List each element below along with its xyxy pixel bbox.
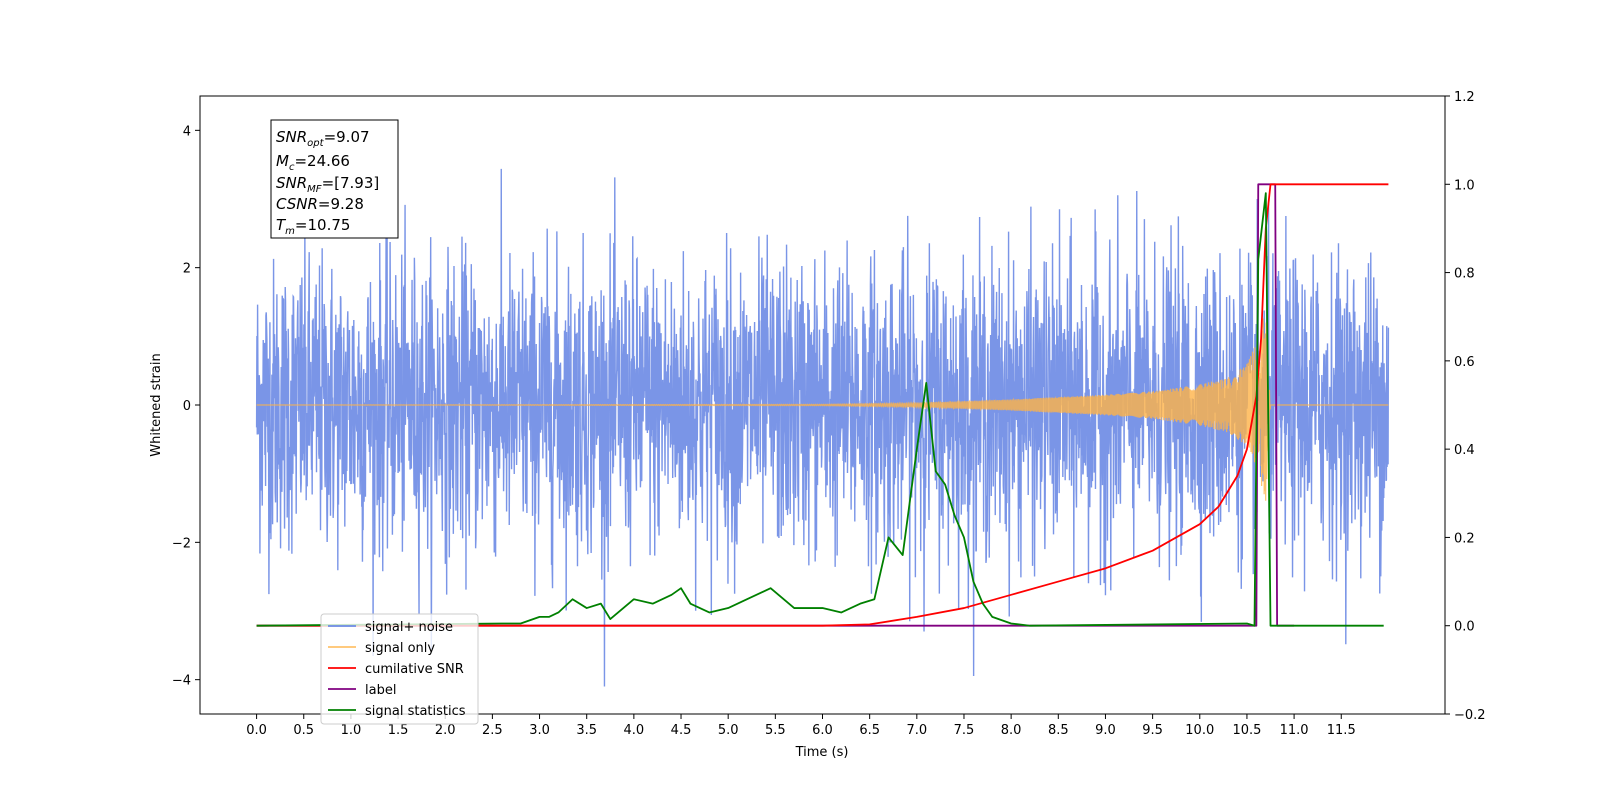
x-tick-label: 6.0 — [812, 723, 833, 738]
x-tick-label: 7.5 — [954, 723, 975, 738]
y-tick-label: 2 — [183, 262, 191, 277]
x-tick-label: 1.5 — [388, 723, 409, 738]
legend-box — [320, 613, 479, 725]
x-tick-label: 8.0 — [1001, 723, 1022, 738]
x-tick-label: 10.5 — [1232, 723, 1261, 738]
x-axis-ticks: 0.0 0.5 1.0 1.5 2.0 2.5 3.0 3.5 4.0 4.5 5.0 5.5 6.0 6… — [246, 714, 1356, 738]
legend-item-signal-statistics: signal statistics — [328, 704, 466, 719]
series-signal-statistics-line — [256, 192, 1384, 627]
y2-tick-label: 0.6 — [1454, 355, 1475, 370]
x-axis-label: Time (s) — [795, 745, 849, 760]
y-tick-label: −2 — [172, 536, 191, 551]
y-tick-label: 0 — [183, 399, 191, 414]
x-tick-label: 9.5 — [1142, 723, 1163, 738]
x-tick-label: 10.0 — [1185, 723, 1214, 738]
legend-item-cumulative-snr: cumilative SNR — [328, 662, 464, 677]
y-axis-label: Whitened strain — [149, 353, 164, 456]
legend-item-signal-only: signal only — [328, 641, 435, 656]
x-tick-label: 1.0 — [341, 723, 362, 738]
annotation-mc: Mc=24.66 — [276, 152, 350, 173]
x-tick-label: 4.5 — [671, 723, 692, 738]
series-signal-noise-line — [255, 168, 1390, 687]
legend-label-signal-noise: signal+ noise — [365, 620, 453, 635]
legend-label-signal-statistics: signal statistics — [365, 704, 466, 719]
y2-tick-label: 1.2 — [1454, 90, 1475, 105]
x-tick-label: 6.5 — [859, 723, 880, 738]
stats-annotation: SNRopt=9.07 Mc=24.66 SNRMF=[7.93] CSNR=9… — [270, 119, 399, 239]
x-tick-label: 3.5 — [576, 723, 597, 738]
y2-axis-ticks: −0.2 0.0 0.2 0.4 0.6 0.8 1.0 1.2 — [1445, 90, 1486, 723]
annotation-snr-mf: SNRMF=[7.93] — [276, 174, 379, 195]
x-tick-label: 3.0 — [529, 723, 550, 738]
legend-label-cumulative-snr: cumilative SNR — [365, 662, 464, 677]
y2-tick-label: 0.2 — [1454, 531, 1475, 546]
x-tick-label: 5.0 — [718, 723, 739, 738]
y2-tick-label: 0.0 — [1454, 620, 1475, 635]
x-tick-label: 9.0 — [1095, 723, 1116, 738]
y2-tick-label: 1.0 — [1454, 178, 1475, 193]
x-tick-label: 2.5 — [482, 723, 503, 738]
legend-item-signal-noise: signal+ noise — [328, 620, 453, 635]
annotation-csnr: CSNR=9.28 — [276, 195, 364, 213]
legend-item-label: label — [328, 683, 396, 698]
y-tick-label: −4 — [172, 674, 191, 689]
x-tick-label: 8.5 — [1048, 723, 1069, 738]
x-tick-label: 2.0 — [435, 723, 456, 738]
right-axis-series-layer — [256, 183, 1389, 627]
x-tick-label: 5.5 — [765, 723, 786, 738]
legend: signal+ noise signal only cumilative SNR… — [320, 613, 479, 725]
series-signal-only-line — [256, 318, 1389, 501]
x-tick-label: 0.5 — [293, 723, 314, 738]
x-tick-label: 11.5 — [1327, 723, 1356, 738]
legend-label-signal-only: signal only — [365, 641, 435, 656]
annotation-box — [270, 119, 399, 239]
series-cumulative-snr-line — [256, 183, 1389, 627]
y2-tick-label: 0.8 — [1454, 267, 1475, 282]
noise-series-layer — [255, 168, 1390, 687]
legend-label-label: label — [365, 683, 396, 698]
x-tick-label: 7.0 — [906, 723, 927, 738]
y-tick-label: 4 — [183, 124, 191, 139]
x-tick-label: 4.0 — [624, 723, 645, 738]
y2-tick-label: −0.2 — [1454, 708, 1486, 723]
x-tick-label: 0.0 — [246, 723, 267, 738]
annotation-snr-opt: SNRopt=9.07 — [276, 128, 370, 149]
y-axis-ticks: −4 −2 0 2 4 — [172, 124, 200, 689]
signal-only-layer — [256, 318, 1389, 501]
annotation-tm: Tm=10.75 — [276, 216, 350, 237]
x-tick-label: 11.0 — [1280, 723, 1309, 738]
y2-tick-label: 0.4 — [1454, 443, 1475, 458]
